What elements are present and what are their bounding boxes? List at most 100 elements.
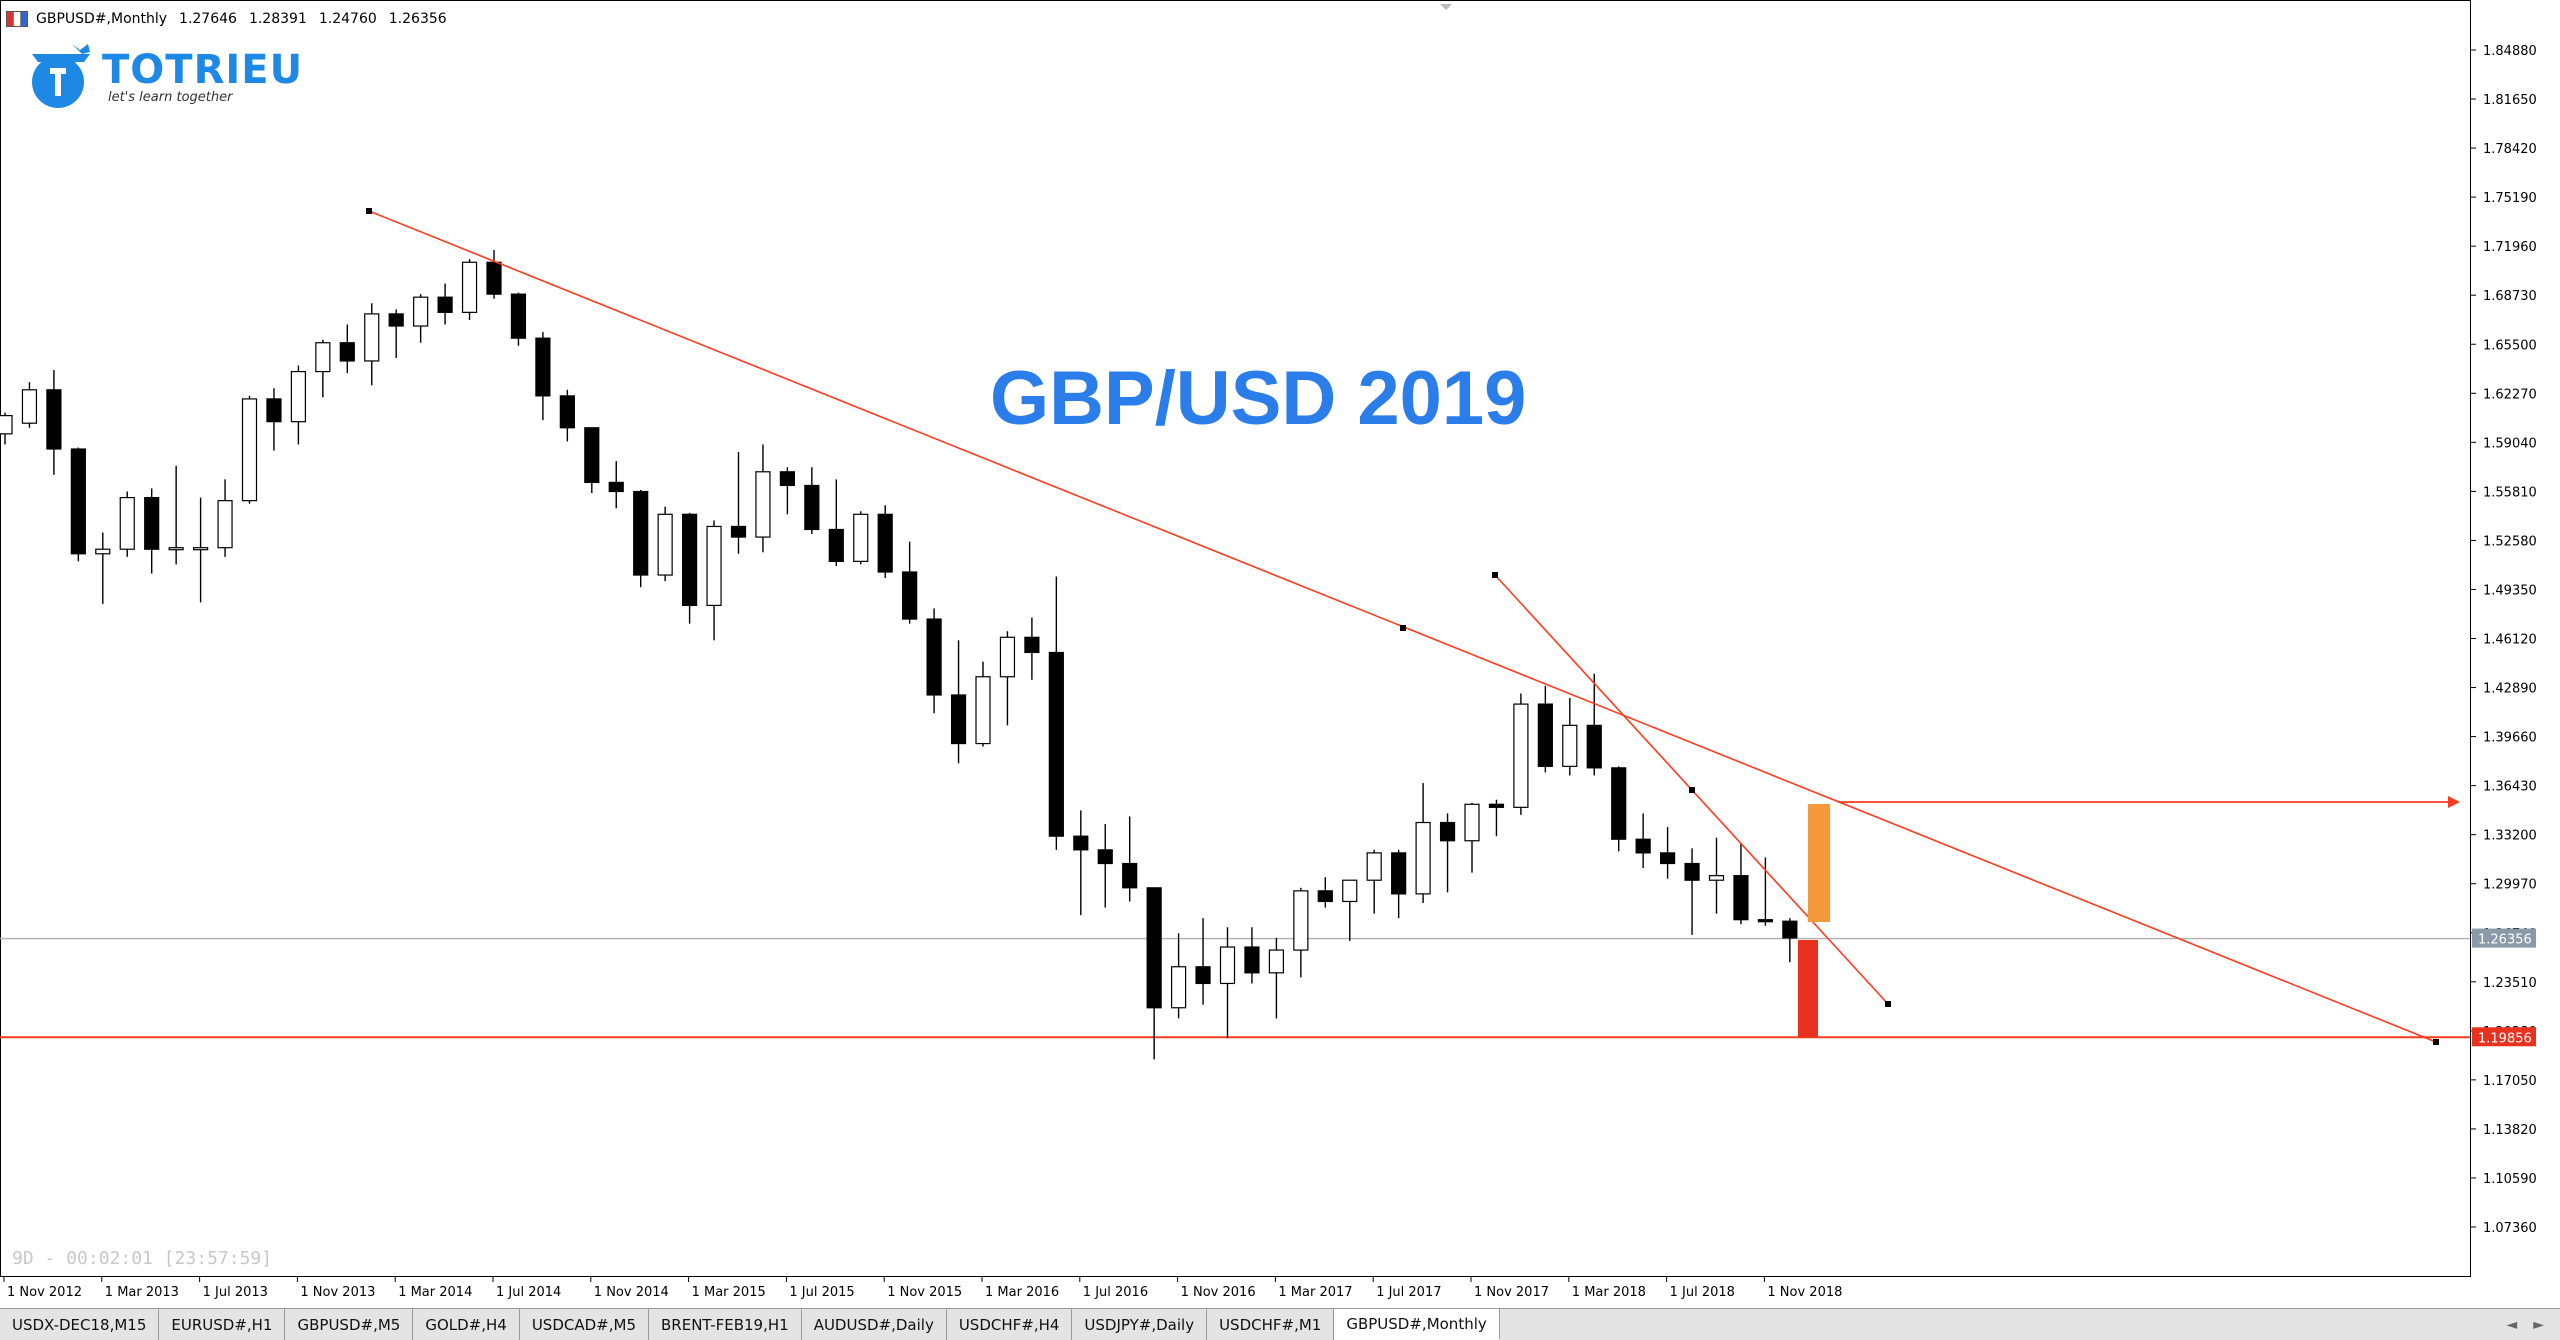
candle-body — [1366, 852, 1382, 881]
candle-body — [1537, 703, 1553, 767]
candle-body — [559, 395, 575, 429]
candle-body — [1146, 887, 1162, 1009]
y-tick-label: 1.49350 — [2483, 583, 2537, 598]
candle-body — [633, 490, 649, 576]
y-tick-label: 1.39660 — [2483, 731, 2537, 746]
tab-chart[interactable]: GBPUSD#,M5 — [285, 1309, 414, 1340]
target-arrow-head-icon — [2448, 796, 2460, 808]
candle-body — [1611, 767, 1627, 840]
candle-body — [755, 471, 771, 538]
tab-chart[interactable]: GOLD#,H4 — [413, 1309, 520, 1340]
candle-body — [1684, 862, 1700, 881]
y-tick-label: 1.46120 — [2483, 633, 2537, 648]
candle-body — [999, 636, 1016, 678]
trendline-anchor[interactable] — [1689, 787, 1695, 793]
y-tick-label: 1.07360 — [2483, 1221, 2537, 1236]
tab-scroll-left-icon[interactable]: ◄ — [2506, 1316, 2518, 1333]
tab-chart[interactable]: AUDUSD#,Daily — [802, 1309, 947, 1340]
tab-label: GBPUSD#,M5 — [297, 1315, 401, 1334]
trendline-anchor[interactable] — [1492, 572, 1498, 578]
chart-window-icon — [6, 11, 28, 27]
tab-chart[interactable]: USDX-DEC18,M15 — [0, 1309, 160, 1340]
y-tick-label: 1.78420 — [2483, 142, 2537, 157]
x-tick-label: 1 Mar 2017 — [1278, 1285, 1352, 1300]
x-tick-label: 1 Nov 2017 — [1474, 1285, 1549, 1300]
x-tick-label: 1 Mar 2016 — [985, 1285, 1059, 1300]
tab-scroll-right-icon[interactable]: ► — [2533, 1316, 2544, 1333]
symbol-label: GBPUSD#,Monthly — [36, 11, 168, 27]
tab-label: GOLD#,H4 — [425, 1315, 507, 1334]
tab-label: USDX-DEC18,M15 — [12, 1315, 147, 1334]
candle-body — [1268, 949, 1285, 974]
price-chart[interactable]: 1.84880 1.81650 1.78420 1.75190 1.71960 1.687… — [0, 0, 2560, 1308]
candle-body — [0, 415, 13, 435]
candle-body — [46, 389, 62, 450]
tab-scroll-controls: ◄ ► — [2498, 1309, 2560, 1340]
y-tick-label: 1.59040 — [2483, 436, 2537, 451]
tab-chart[interactable]: BRENT-FEB19,H1 — [649, 1309, 802, 1340]
candle-body — [1562, 724, 1578, 767]
candle-body — [1488, 803, 1505, 808]
x-tick-label: 1 Jul 2016 — [1083, 1285, 1148, 1300]
x-tick-label: 1 Nov 2014 — [594, 1285, 669, 1300]
candle-body — [779, 471, 796, 487]
candle-body — [388, 313, 404, 327]
candle-body — [1293, 890, 1309, 951]
candle-body — [486, 261, 502, 295]
candle-body — [1659, 852, 1676, 865]
trendline-anchor[interactable] — [366, 208, 372, 214]
y-tick-label: 1.10590 — [2483, 1172, 2537, 1187]
candle-body — [950, 694, 967, 745]
candle-body — [975, 676, 991, 745]
tab-chart[interactable]: USDCHF#,H4 — [947, 1309, 1073, 1340]
candle-body — [437, 296, 453, 313]
candle-body — [95, 548, 111, 555]
candle-body — [828, 528, 844, 562]
trendline-anchor[interactable] — [1400, 625, 1406, 631]
support-price-badge — [2472, 1027, 2536, 1047]
tab-chart-active[interactable]: GBPUSD#,Monthly — [1334, 1309, 1500, 1340]
close-price: 1.26356 — [388, 11, 447, 27]
candle-body — [902, 571, 918, 620]
trendline-anchor[interactable] — [1885, 1001, 1891, 1007]
x-tick-label: 1 Nov 2012 — [7, 1285, 82, 1300]
candle-body — [70, 448, 86, 555]
tab-label: GBPUSD#,Monthly — [1346, 1314, 1487, 1333]
plot-area-frame — [0, 0, 2471, 1277]
y-tick-label: 1.65500 — [2483, 338, 2537, 353]
candle-body — [1342, 879, 1358, 903]
x-tick-label: 1 Jul 2014 — [496, 1285, 561, 1300]
candle-body — [535, 337, 551, 397]
candle-body — [339, 342, 355, 362]
y-tick-label: 1.84880 — [2483, 44, 2537, 59]
y-tick-label: 1.55810 — [2483, 485, 2537, 500]
tab-label: USDCHF#,M1 — [1219, 1315, 1322, 1334]
candle-body — [315, 342, 331, 373]
tab-chart[interactable]: USDCAD#,M5 — [520, 1309, 649, 1340]
candle-body — [1733, 875, 1749, 921]
candle-body — [364, 313, 380, 362]
high-price: 1.28391 — [248, 11, 307, 27]
support-price-label: 1.19856 — [2478, 1031, 2532, 1046]
x-tick-label: 1 Mar 2015 — [692, 1285, 766, 1300]
tab-label: USDCHF#,H4 — [958, 1315, 1060, 1334]
candle-body — [1170, 966, 1187, 1009]
tab-chart[interactable]: USDCHF#,M1 — [1207, 1309, 1335, 1340]
candle-body — [168, 547, 184, 551]
tab-chart[interactable]: USDJPY#,Daily — [1072, 1309, 1208, 1340]
chart-info-bar: GBPUSD#,Monthly 1.27646 1.28391 1.24760 … — [6, 8, 459, 30]
logo-slogan: let's learn together — [108, 89, 233, 105]
current-price-label: 1.26356 — [2478, 933, 2532, 948]
shift-marker-icon — [1440, 4, 1452, 10]
y-tick-label: 1.23510 — [2483, 976, 2537, 991]
candle-body — [266, 398, 282, 423]
trendline-anchor[interactable] — [2433, 1039, 2439, 1045]
x-tick-label: 1 Nov 2018 — [1767, 1285, 1842, 1300]
y-tick-label: 1.52580 — [2483, 534, 2537, 549]
candle-body — [241, 398, 258, 502]
open-price: 1.27646 — [179, 11, 237, 27]
tab-chart[interactable]: EURUSD#,H1 — [159, 1309, 286, 1340]
candle-body — [730, 525, 747, 538]
candle-body — [193, 547, 209, 551]
